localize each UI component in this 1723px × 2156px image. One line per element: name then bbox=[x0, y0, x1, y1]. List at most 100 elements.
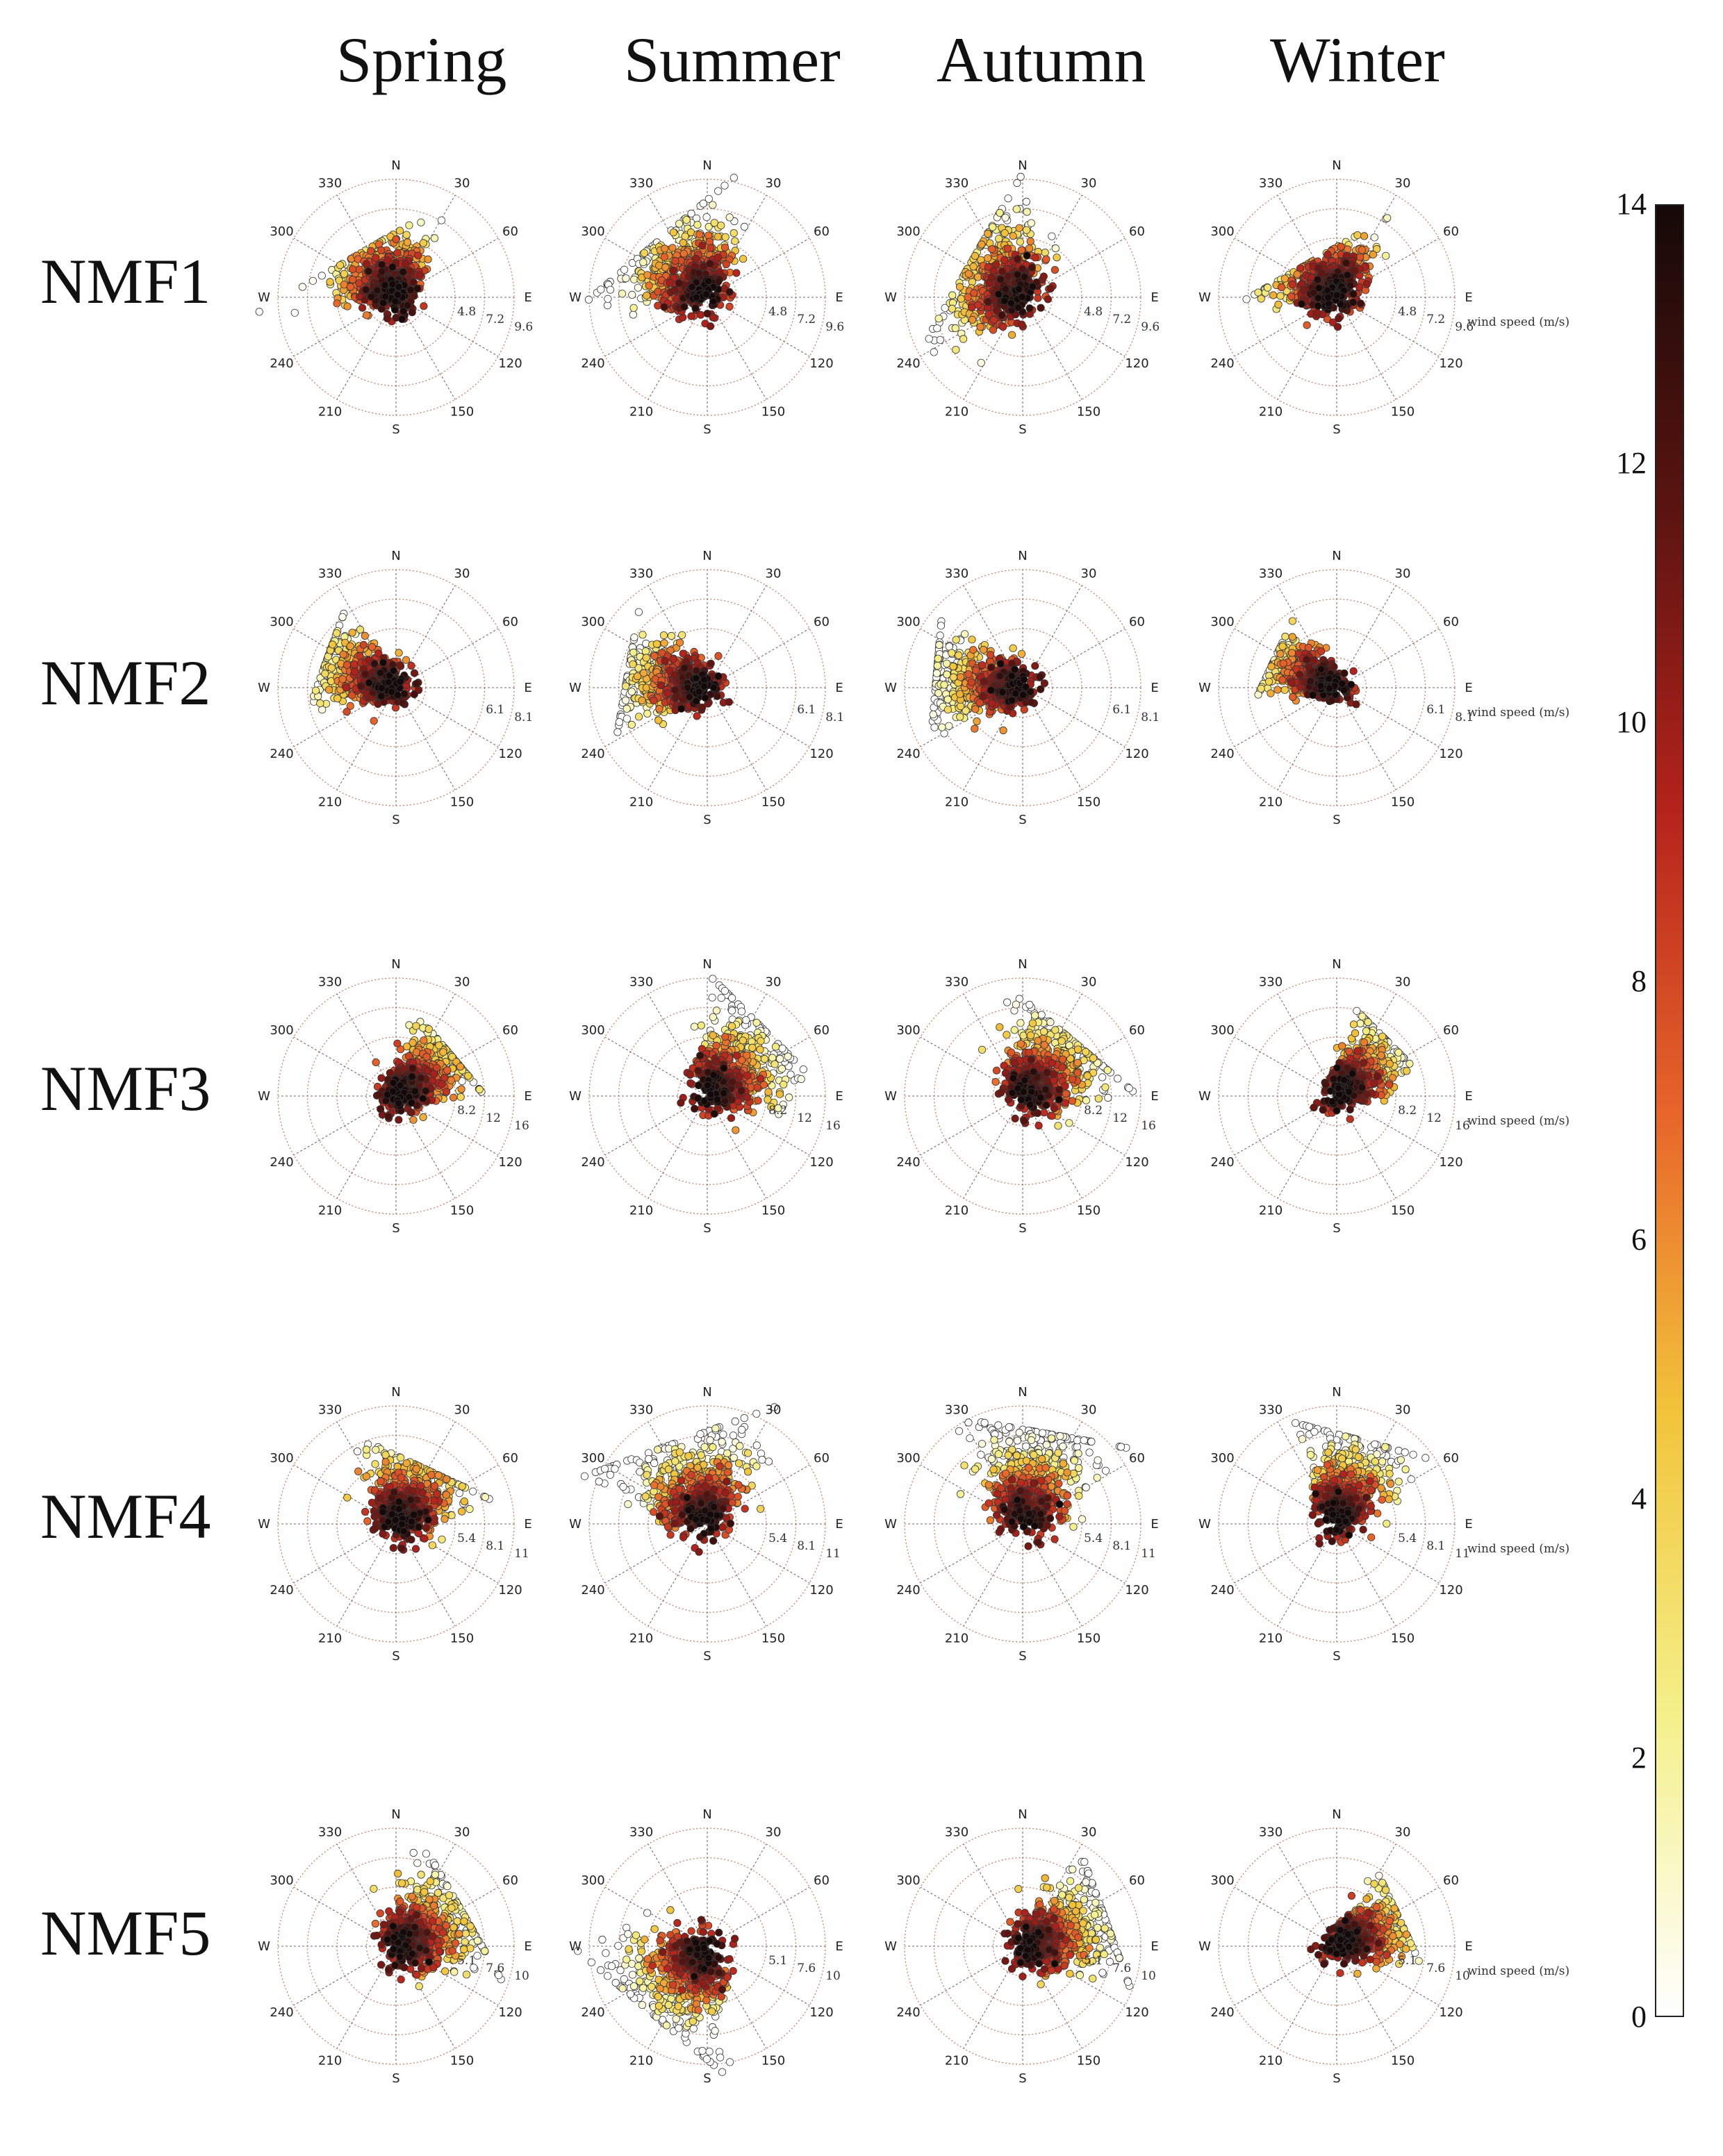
scatter-point bbox=[955, 651, 963, 659]
scatter-point bbox=[1025, 244, 1033, 253]
scatter-point bbox=[622, 682, 630, 690]
column-title-summer: Summer bbox=[624, 24, 841, 95]
scatter-point bbox=[1288, 280, 1296, 288]
scatter-point bbox=[1267, 689, 1275, 697]
polar-spoke bbox=[920, 297, 1023, 357]
scatter-point bbox=[1264, 677, 1273, 686]
scatter-point bbox=[377, 684, 386, 693]
scatter-point bbox=[687, 228, 695, 237]
scatter-point bbox=[255, 308, 263, 316]
scatter-point bbox=[943, 659, 951, 667]
scatter-point bbox=[660, 303, 668, 311]
polar-spoke bbox=[648, 585, 708, 688]
scatter-point bbox=[1335, 314, 1343, 323]
scatter-point bbox=[383, 314, 391, 322]
scatter-point bbox=[1263, 283, 1272, 292]
compass-label: 120 bbox=[809, 356, 833, 371]
scatter-point bbox=[956, 713, 964, 721]
scatter-point bbox=[1280, 274, 1289, 283]
scatter-point bbox=[709, 683, 718, 692]
scatter-point bbox=[1042, 255, 1050, 263]
scatter-point bbox=[680, 664, 689, 672]
scatter-point bbox=[618, 290, 627, 298]
scatter-point bbox=[408, 308, 416, 317]
scatter-point bbox=[933, 324, 941, 333]
polar-spoke bbox=[1277, 194, 1337, 298]
scatter-point bbox=[1014, 304, 1023, 312]
scatter-point bbox=[348, 265, 357, 274]
scatter-point bbox=[359, 640, 368, 649]
ring-speed-label: 9.6 bbox=[825, 320, 844, 334]
polar-spoke bbox=[648, 194, 708, 298]
compass-label: 150 bbox=[1077, 795, 1100, 810]
scatter-point bbox=[407, 661, 415, 670]
scatter-point bbox=[627, 688, 636, 696]
polar-spoke bbox=[395, 628, 499, 688]
scatter-point bbox=[379, 658, 388, 667]
scatter-point bbox=[384, 678, 393, 686]
scatter-point bbox=[709, 297, 718, 306]
scatter-point bbox=[717, 222, 725, 230]
compass-label: 240 bbox=[270, 356, 293, 371]
scatter-point bbox=[654, 716, 663, 724]
scatter-point bbox=[630, 275, 638, 283]
scatter-point bbox=[398, 315, 406, 323]
scatter-point bbox=[327, 664, 336, 672]
ring-speed-label: 9.6 bbox=[1455, 320, 1474, 334]
scatter-point bbox=[932, 669, 941, 677]
scatter-point bbox=[1018, 293, 1026, 301]
scatter-point bbox=[351, 667, 359, 676]
scatter-point bbox=[952, 636, 960, 644]
scatter-point bbox=[361, 670, 370, 679]
compass-label: 210 bbox=[629, 795, 653, 810]
scatter-point bbox=[714, 672, 723, 681]
scatter-point bbox=[629, 310, 638, 319]
polar-spoke bbox=[1022, 687, 1082, 790]
compass-label: 210 bbox=[318, 795, 342, 810]
scatter-point bbox=[1007, 299, 1015, 307]
scatter-point bbox=[714, 254, 723, 262]
compass-label: 30 bbox=[766, 567, 782, 581]
scatter-point bbox=[377, 669, 385, 677]
scatter-point bbox=[399, 267, 407, 276]
scatter-point bbox=[1022, 197, 1030, 206]
scatter-point bbox=[629, 660, 637, 668]
scatter-point bbox=[377, 692, 386, 700]
compass-label: 150 bbox=[761, 405, 785, 420]
scatter-point bbox=[1037, 304, 1045, 312]
scatter-point bbox=[389, 666, 397, 674]
polar-spoke bbox=[648, 297, 708, 400]
scatter-point bbox=[642, 683, 651, 692]
compass-label: W bbox=[884, 681, 897, 695]
scatter-point bbox=[393, 691, 402, 699]
scatter-point bbox=[988, 245, 996, 254]
scatter-point bbox=[714, 652, 723, 660]
scatter-point bbox=[634, 664, 643, 672]
scatter-point bbox=[1017, 649, 1026, 658]
scatter-point bbox=[943, 706, 953, 714]
compass-label: 60 bbox=[814, 224, 830, 239]
scatter-point bbox=[346, 702, 354, 710]
scatter-point bbox=[1349, 290, 1358, 298]
compass-label: 60 bbox=[502, 224, 518, 239]
scatter-point bbox=[1382, 251, 1390, 260]
scatter-point bbox=[704, 231, 713, 240]
polar-spoke bbox=[395, 297, 456, 400]
compass-label: N bbox=[391, 158, 400, 173]
polar-spoke bbox=[648, 687, 708, 790]
scatter-point bbox=[1293, 270, 1301, 279]
scatter-point bbox=[943, 670, 951, 679]
compass-label: S bbox=[1333, 422, 1340, 437]
scatter-point bbox=[961, 630, 969, 638]
scatter-point bbox=[1274, 300, 1283, 309]
scatter-point bbox=[381, 292, 390, 301]
scatter-point bbox=[998, 688, 1007, 696]
scatter-point bbox=[964, 670, 973, 679]
scatter-point bbox=[725, 302, 734, 310]
scatter-point bbox=[992, 260, 1000, 269]
scatter-point bbox=[1051, 244, 1060, 253]
compass-label: 300 bbox=[896, 224, 920, 239]
polar-spoke bbox=[1022, 585, 1082, 688]
scatter-point bbox=[714, 233, 722, 241]
scatter-point bbox=[975, 699, 984, 707]
